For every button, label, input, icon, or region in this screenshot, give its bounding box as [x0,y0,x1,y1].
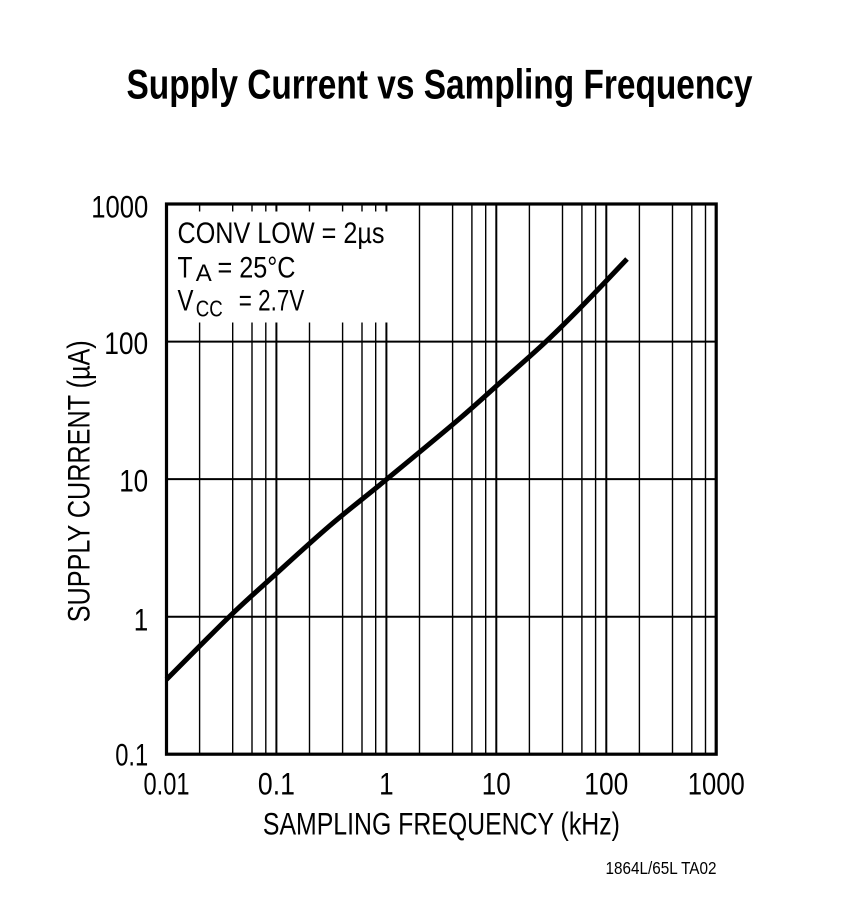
svg-text:A: A [196,260,212,287]
svg-text:= 2.7V: = 2.7V [239,285,304,318]
svg-text:0.1: 0.1 [115,736,148,772]
svg-text:0.1: 0.1 [258,766,295,802]
svg-text:1864L/65L TA02: 1864L/65L TA02 [606,858,717,878]
svg-text:SUPPLY CURRENT (µA): SUPPLY CURRENT (µA) [61,340,97,622]
svg-text:CONV LOW = 2µs: CONV LOW = 2µs [178,217,385,250]
svg-text:SAMPLING FREQUENCY (kHz): SAMPLING FREQUENCY (kHz) [263,806,620,842]
svg-text:Supply Current vs Sampling Fre: Supply Current vs Sampling Frequency [127,60,753,107]
svg-text:100: 100 [104,325,148,361]
svg-text:1000: 1000 [91,189,148,225]
svg-text:0.01: 0.01 [144,766,190,802]
svg-text:T: T [178,251,193,284]
svg-text:1: 1 [379,766,394,802]
svg-text:10: 10 [482,766,511,802]
svg-text:CC: CC [196,296,223,322]
svg-text:= 25°C: = 25°C [218,251,296,284]
svg-text:1: 1 [134,601,149,637]
svg-text:1000: 1000 [688,766,745,802]
svg-text:10: 10 [119,463,148,499]
svg-text:100: 100 [584,766,628,802]
svg-text:V: V [178,285,194,318]
